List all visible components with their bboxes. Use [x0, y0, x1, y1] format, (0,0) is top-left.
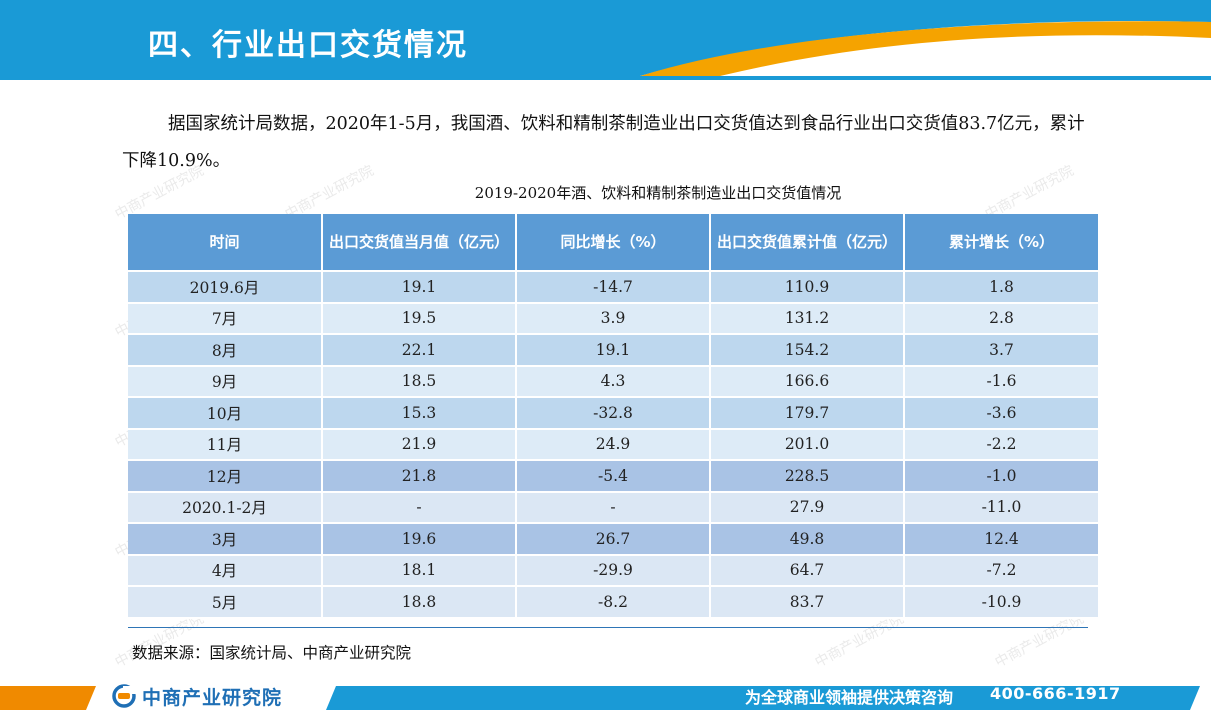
table-cell: 83.7 [710, 586, 905, 619]
table-row: 7月 19.5 3.9 131.2 2.8 [128, 302, 1098, 335]
table-cell: 21.9 [322, 428, 517, 461]
table-cell: -32.8 [516, 397, 711, 430]
footer-background [0, 686, 1211, 712]
table-cell: 8月 [128, 334, 323, 367]
data-source: 数据来源：国家统计局、中商产业研究院 [132, 644, 412, 662]
logo-text: 中商产业研究院 [142, 686, 283, 709]
table-cell: 228.5 [710, 460, 905, 493]
table-caption: 2019-2020年酒、饮料和精制茶制造业出口交货值情况 [474, 184, 842, 202]
table-cell: -1.0 [904, 460, 1098, 493]
table-row: 9月 18.5 4.3 166.6 -1.6 [128, 365, 1098, 398]
table-cell: -8.2 [516, 586, 711, 619]
table-cell: 19.1 [516, 334, 711, 367]
column-header-monthly-value: 出口交货值当月值（亿元） [322, 214, 517, 272]
table-cell: 11月 [128, 428, 323, 461]
table-cell: -29.9 [516, 554, 711, 587]
column-header-yoy-growth: 同比增长（%） [516, 214, 711, 272]
table-cell: 4月 [128, 554, 323, 587]
table-cell: 179.7 [710, 397, 905, 430]
table-cell: 18.1 [322, 554, 517, 587]
table-cell: -11.0 [904, 491, 1098, 524]
header-banner: 四、行业出口交货情况 [0, 0, 1211, 80]
table-row: 3月 19.6 26.7 49.8 12.4 [128, 523, 1098, 556]
table-cell: -5.4 [516, 460, 711, 493]
table-row: 11月 21.9 24.9 201.0 -2.2 [128, 428, 1098, 461]
table-cell: 7月 [128, 302, 323, 335]
table-cell: 1.8 [904, 271, 1098, 304]
table-row: 2020.1-2月 - - 27.9 -11.0 [128, 491, 1098, 524]
page-title: 四、行业出口交货情况 [148, 28, 468, 63]
table-cell: 12月 [128, 460, 323, 493]
table-row: 12月 21.8 -5.4 228.5 -1.0 [128, 460, 1098, 493]
export-table: 时间 出口交货值当月值（亿元） 同比增长（%） 出口交货值累计值（亿元） 累计增… [128, 214, 1098, 619]
table-cell: 5月 [128, 586, 323, 619]
table-cell: 27.9 [710, 491, 905, 524]
table-cell: 2.8 [904, 302, 1098, 335]
table-cell: 64.7 [710, 554, 905, 587]
table-cell: -7.2 [904, 554, 1098, 587]
table-cell: 3.9 [516, 302, 711, 335]
table-row: 10月 15.3 -32.8 179.7 -3.6 [128, 397, 1098, 430]
table-cell: - [516, 491, 711, 524]
column-header-cumulative-value: 出口交货值累计值（亿元） [710, 214, 905, 272]
table-header-row: 时间 出口交货值当月值（亿元） 同比增长（%） 出口交货值累计值（亿元） 累计增… [128, 214, 1098, 272]
table-cell: 131.2 [710, 302, 905, 335]
table-cell: 4.3 [516, 365, 711, 398]
table-cell: 19.1 [322, 271, 517, 304]
table-cell: 3月 [128, 523, 323, 556]
table-cell: -1.6 [904, 365, 1098, 398]
table-cell: 110.9 [710, 271, 905, 304]
table-cell: -10.9 [904, 586, 1098, 619]
divider-line [128, 627, 1088, 628]
column-header-cumulative-growth: 累计增长（%） [904, 214, 1098, 272]
company-logo: 中商产业研究院 [112, 683, 282, 709]
footer-bar: 中商产业研究院 为全球商业领袖提供决策咨询 400-666-1917 [0, 680, 1211, 712]
table-cell: 26.7 [516, 523, 711, 556]
table-cell: 49.8 [710, 523, 905, 556]
table-cell: 12.4 [904, 523, 1098, 556]
table-row: 4月 18.1 -29.9 64.7 -7.2 [128, 554, 1098, 587]
table-cell: 10月 [128, 397, 323, 430]
table-cell: -3.6 [904, 397, 1098, 430]
table-cell: 19.6 [322, 523, 517, 556]
header-background [0, 0, 1211, 80]
table-cell: 22.1 [322, 334, 517, 367]
column-header-time: 时间 [128, 214, 323, 272]
table-cell: 2020.1-2月 [128, 491, 323, 524]
table-cell: 15.3 [322, 397, 517, 430]
table-cell: -14.7 [516, 271, 711, 304]
table-row: 5月 18.8 -8.2 83.7 -10.9 [128, 586, 1098, 619]
table-cell: 154.2 [710, 334, 905, 367]
footer-phone: 400-666-1917 [990, 684, 1121, 703]
table-cell: 18.8 [322, 586, 517, 619]
table-cell: 201.0 [710, 428, 905, 461]
table-cell: 18.5 [322, 365, 517, 398]
table-row: 8月 22.1 19.1 154.2 3.7 [128, 334, 1098, 367]
table-cell: 21.8 [322, 460, 517, 493]
table-cell: -2.2 [904, 428, 1098, 461]
table-cell: 2019.6月 [128, 271, 323, 304]
table-cell: - [322, 491, 517, 524]
table-cell: 19.5 [322, 302, 517, 335]
logo-icon [112, 684, 136, 708]
footer-slogan: 为全球商业领袖提供决策咨询 [745, 688, 954, 707]
table-cell: 166.6 [710, 365, 905, 398]
table-row: 2019.6月 19.1 -14.7 110.9 1.8 [128, 271, 1098, 304]
table-cell: 3.7 [904, 334, 1098, 367]
table-cell: 24.9 [516, 428, 711, 461]
intro-paragraph: 据国家统计局数据，2020年1-5月，我国酒、饮料和精制茶制造业出口交货值达到食… [122, 114, 1085, 171]
table-cell: 9月 [128, 365, 323, 398]
